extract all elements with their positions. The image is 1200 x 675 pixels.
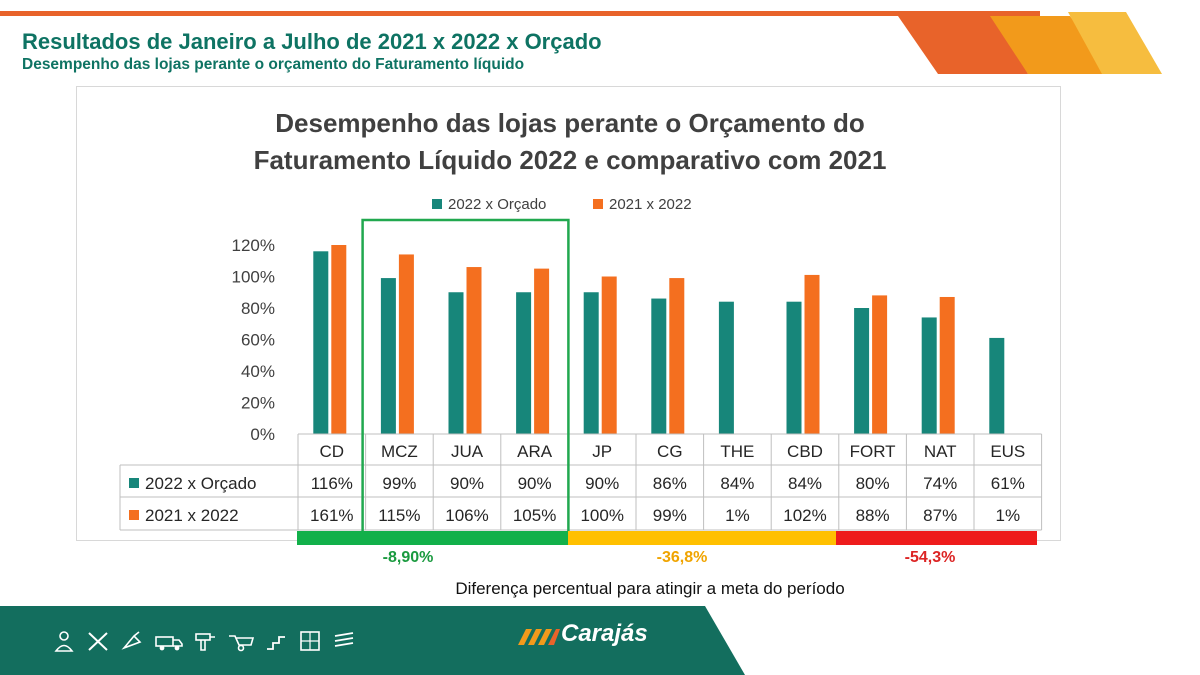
shingle-icon (334, 632, 354, 647)
data-label: 105% (513, 506, 556, 525)
bar (398, 254, 414, 434)
data-label: 80% (856, 474, 890, 493)
data-label: 1% (725, 506, 750, 525)
table-legend-swatch (129, 510, 139, 520)
data-label: 61% (991, 474, 1025, 493)
worker-icon (54, 631, 74, 652)
data-label: 100% (580, 506, 623, 525)
bar (516, 292, 532, 434)
table-row-label: 2022 x Orçado (145, 474, 257, 493)
data-label: 90% (585, 474, 619, 493)
trowel-icon (121, 631, 142, 650)
category-label: THE (720, 442, 754, 461)
category-label: FORT (850, 442, 896, 461)
range-bar-yellow (568, 531, 836, 545)
bar (854, 308, 870, 434)
data-label: 88% (856, 506, 890, 525)
data-label: 90% (450, 474, 484, 493)
tile-icon (300, 631, 320, 651)
data-label: 161% (310, 506, 353, 525)
data-label: 1% (996, 506, 1021, 525)
bar (651, 298, 667, 434)
bar (466, 267, 482, 434)
y-tick-label: 60% (241, 331, 275, 350)
drill-icon (195, 633, 215, 651)
bar (534, 268, 550, 434)
chart-card: Desempenho das lojas perante o Orçamento… (76, 86, 1061, 541)
tools-icon (88, 632, 108, 651)
bar (804, 274, 820, 434)
y-tick-label: 0% (250, 425, 275, 444)
category-label: MCZ (381, 442, 418, 461)
data-label: 99% (382, 474, 416, 493)
range-label-green: -8,90% (382, 549, 434, 566)
bar (718, 301, 734, 434)
wheelbarrow-icon (229, 635, 255, 652)
truck-icon (155, 636, 183, 651)
category-label: ARA (517, 442, 553, 461)
bar (669, 278, 685, 434)
y-tick-label: 20% (241, 394, 275, 413)
table-legend-swatch (129, 478, 139, 488)
data-label: 106% (445, 506, 488, 525)
range-bar-red (836, 531, 1037, 545)
table-row-label: 2021 x 2022 (145, 506, 239, 525)
bar (380, 278, 396, 434)
stairs-icon (267, 636, 285, 650)
range-label-red: -54,3% (904, 549, 956, 566)
category-label: CD (320, 442, 345, 461)
chart-title-line: Desempenho das lojas perante o Orçamento… (275, 108, 864, 138)
category-label: EUS (990, 442, 1025, 461)
range-label-yellow: -36,8% (656, 549, 708, 566)
category-label: CBD (787, 442, 823, 461)
chart-caption: Diferença percentual para atingir a meta… (455, 579, 845, 598)
category-label: JUA (451, 442, 484, 461)
data-label: 87% (923, 506, 957, 525)
bar (448, 292, 464, 434)
bar (601, 276, 617, 434)
data-label: 115% (378, 506, 420, 525)
bar (939, 296, 955, 434)
data-label: 102% (783, 506, 826, 525)
data-label: 99% (653, 506, 687, 525)
data-label: 84% (720, 474, 754, 493)
data-label: 90% (518, 474, 552, 493)
bar (921, 317, 937, 434)
category-label: JP (592, 442, 612, 461)
category-label: NAT (924, 442, 957, 461)
y-tick-label: 120% (232, 236, 275, 255)
legend-swatch (593, 199, 603, 209)
footer-band (0, 606, 745, 675)
brand-logo: Carajás (561, 620, 648, 647)
bar (583, 292, 599, 434)
legend-swatch (432, 199, 442, 209)
bar (313, 251, 329, 434)
slide-title: Resultados de Janeiro a Julho de 2021 x … (22, 29, 602, 54)
slide-subtitle: Desempenho das lojas perante o orçamento… (22, 56, 525, 73)
corner-stripes (898, 12, 1162, 74)
top-accent-line (0, 11, 1040, 16)
slide-header: Resultados de Janeiro a Julho de 2021 x … (22, 28, 602, 75)
y-tick-label: 80% (241, 299, 275, 318)
y-tick-label: 40% (241, 362, 275, 381)
data-label: 74% (923, 474, 957, 493)
bar-chart: Desempenho das lojas perante o Orçamento… (119, 108, 1043, 536)
category-label: CG (657, 442, 683, 461)
legend-label: 2021 x 2022 (609, 196, 692, 213)
data-label: 86% (653, 474, 687, 493)
data-label: 116% (311, 474, 353, 493)
bar (872, 295, 888, 434)
y-tick-label: 100% (232, 268, 275, 287)
chart-title-line: Faturamento Líquido 2022 e comparativo c… (254, 145, 887, 175)
brand-logo-mark (518, 629, 560, 645)
range-bar-green (297, 531, 568, 545)
bar (331, 245, 347, 434)
legend-label: 2022 x Orçado (448, 196, 546, 213)
bar (786, 301, 802, 434)
bar (989, 337, 1005, 434)
data-label: 84% (788, 474, 822, 493)
